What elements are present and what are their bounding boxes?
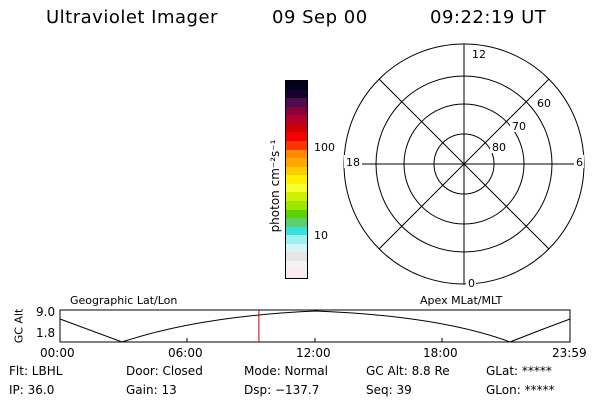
x-tick-06: 06:00 [168, 346, 203, 360]
mlt-label-bottom: 0 [468, 277, 475, 290]
altitude-curve [59, 310, 571, 343]
colorbar-tick-100: 100 [314, 141, 335, 154]
info-glat: GLat: ***** [486, 364, 552, 378]
colorbar-segment [286, 269, 307, 278]
x-tick-18: 18:00 [423, 346, 458, 360]
timeline-y-tick-high: 9.0 [36, 305, 56, 319]
colorbar-segment [286, 141, 307, 150]
colorbar-segment [286, 218, 307, 227]
colorbar-segment [286, 183, 307, 193]
colorbar-segment [286, 149, 307, 159]
mlt-label-top: 12 [472, 48, 486, 61]
x-tick-2359: 23:59 [552, 346, 587, 360]
x-tick-00: 00:00 [40, 346, 75, 360]
header-date: 09 Sep 00 [272, 7, 368, 28]
mlt-label-right: 6 [576, 156, 583, 169]
timeline-left-title: Geographic Lat/Lon [70, 294, 178, 307]
info-dsp: Dsp: −137.7 [244, 383, 320, 397]
app-title: Ultraviolet Imager [46, 7, 218, 28]
colorbar-segment [286, 209, 307, 219]
info-flt: Flt: LBHL [9, 364, 63, 378]
polar-diagonal-2 [378, 78, 550, 250]
info-glon: GLon: ***** [486, 383, 555, 397]
info-ip: IP: 36.0 [9, 383, 55, 397]
info-door: Door: Closed [126, 364, 203, 378]
timeline-y-tick-low: 1.8 [36, 326, 56, 340]
colorbar-tick-10: 10 [314, 229, 328, 242]
info-mode: Mode: Normal [244, 364, 328, 378]
colorbar-segment [286, 81, 307, 90]
mlt-label-left: 18 [346, 156, 360, 169]
colorbar-segment [286, 200, 307, 210]
colorbar-segment [286, 260, 307, 270]
lat-label-80: 80 [492, 141, 506, 154]
colorbar-segment [286, 226, 307, 236]
colorbar-segment [286, 166, 307, 176]
colorbar-segment [286, 89, 307, 99]
colorbar-segment [286, 192, 307, 201]
x-tick-12: 12:00 [296, 346, 331, 360]
colorbar-segment [286, 235, 307, 244]
info-gc-alt: GC Alt: 8.8 Re [366, 364, 450, 378]
info-gain: Gain: 13 [126, 383, 177, 397]
lat-label-70: 70 [512, 120, 526, 133]
lat-label-60: 60 [537, 97, 551, 110]
color-scale-bar [285, 80, 308, 279]
timeline-right-title: Apex MLat/MLT [420, 294, 503, 307]
colorbar-segment [286, 132, 307, 141]
header-time: 09:22:19 UT [430, 7, 547, 28]
colorbar-segment [286, 158, 307, 167]
colorbar-segment [286, 252, 307, 261]
info-seq: Seq: 39 [366, 383, 412, 397]
colorbar-segment [286, 115, 307, 124]
colorbar-segment [286, 98, 307, 107]
colorbar-segment [286, 123, 307, 133]
colorbar-segment [286, 243, 307, 253]
colorbar-segment [286, 106, 307, 116]
colorbar-segment [286, 175, 307, 184]
